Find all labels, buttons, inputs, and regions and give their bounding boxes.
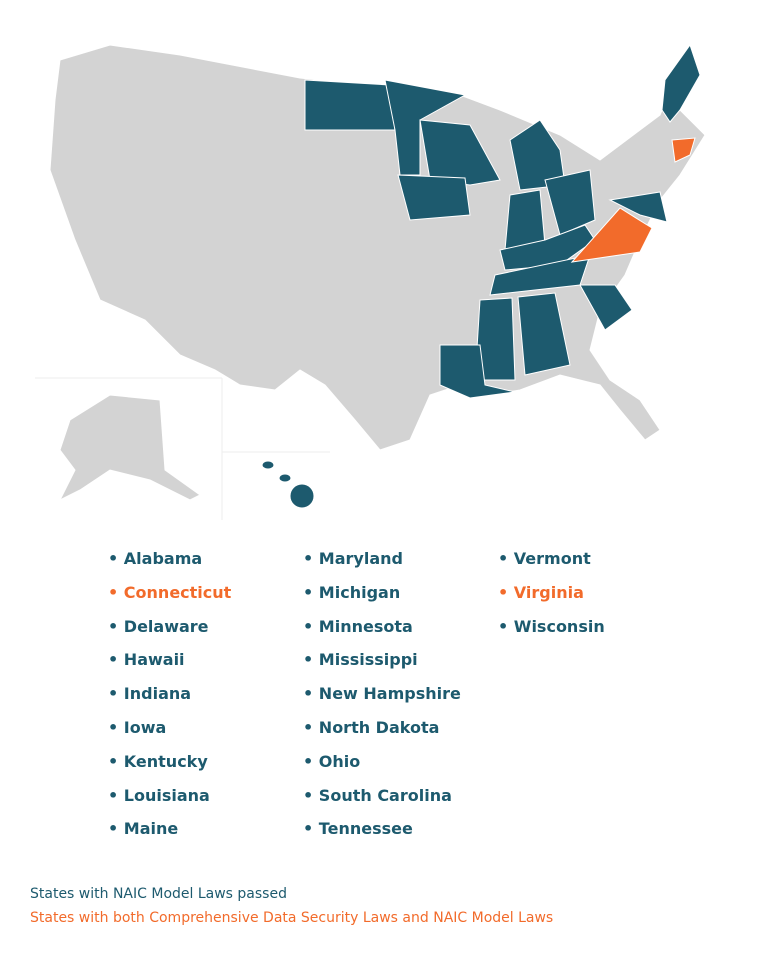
louisiana	[439, 344, 516, 399]
hawaii	[289, 483, 315, 509]
maryland-delaware	[608, 191, 668, 223]
south-carolina	[579, 284, 633, 331]
state-name: Alabama	[108, 549, 202, 568]
state-name: Delaware	[108, 617, 209, 636]
state-name: Maryland	[303, 549, 403, 568]
state-name: New Hampshire	[303, 684, 461, 703]
state-name: Louisiana	[108, 786, 210, 805]
state-name: Hawaii	[108, 650, 185, 669]
both-states	[570, 137, 696, 263]
state-name: Maine	[108, 819, 178, 838]
connecticut	[671, 137, 696, 163]
iowa	[397, 174, 471, 221]
state-name: Vermont	[498, 549, 591, 568]
state-name: Mississippi	[303, 650, 418, 669]
state-name: Virginia	[498, 583, 584, 602]
legend-entry: States with NAIC Model Laws passed	[30, 886, 287, 902]
state-name: Minnesota	[303, 617, 413, 636]
michigan	[509, 119, 566, 191]
state-name: Michigan	[303, 583, 400, 602]
ohio	[544, 169, 596, 236]
state-name: Wisconsin	[498, 617, 605, 636]
minnesota	[384, 79, 467, 176]
legend-entry: States with both Comprehensive Data Secu…	[30, 910, 554, 926]
naic-states	[261, 43, 701, 509]
state-name: Connecticut	[108, 583, 232, 602]
state-name: North Dakota	[303, 718, 440, 737]
virginia	[570, 207, 653, 263]
state-name: Kentucky	[108, 752, 208, 771]
new-england	[661, 43, 701, 123]
alaska	[58, 394, 201, 502]
state-name: Ohio	[303, 752, 360, 771]
north-dakota	[304, 79, 396, 131]
alabama	[517, 292, 571, 376]
state-name: Indiana	[108, 684, 191, 703]
hawaii	[278, 473, 292, 483]
hawaii	[261, 460, 275, 470]
wisconsin	[419, 119, 501, 186]
map	[35, 43, 706, 520]
state-name: Tennessee	[303, 819, 413, 838]
state-name: South Carolina	[303, 786, 452, 805]
state-name: Iowa	[108, 718, 167, 737]
